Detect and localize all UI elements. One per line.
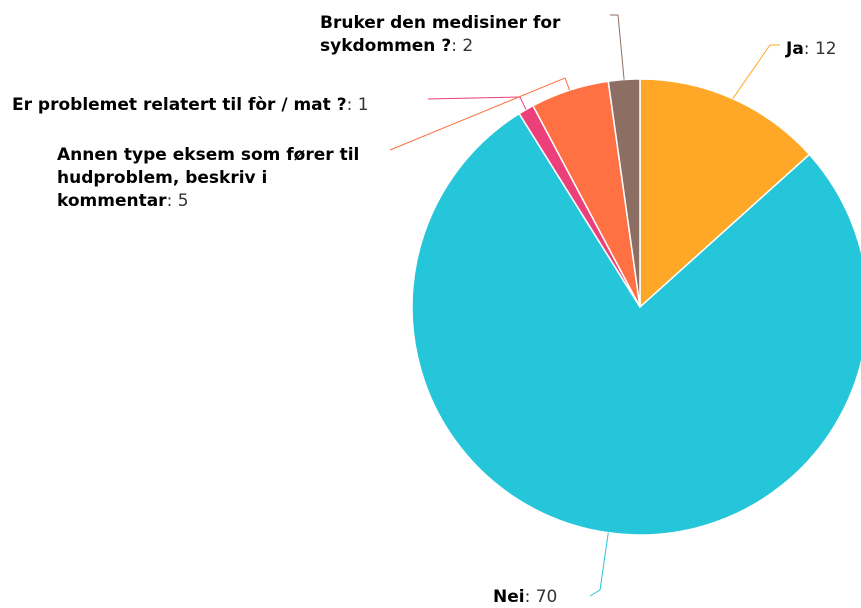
label-name: Er problemet relatert til fòr / mat ? [12,95,347,115]
label-name: Nei [493,587,525,607]
label-value: 5 [177,191,189,211]
label-separator: : [166,191,178,211]
label-name: Ja [786,39,804,59]
connector [589,532,609,597]
label-separator: : [803,39,815,59]
pie-slice [607,78,641,308]
label-value: 70 [535,587,558,607]
label-value: 12 [814,39,837,59]
label-value: 1 [357,95,369,115]
slice-label: Nei: 70 [493,586,613,608]
slice-label: Ja: 12 [786,38,861,61]
connector [389,77,571,151]
connector [732,44,780,99]
label-separator: : [451,36,463,56]
label-name: Annen type eksem som fører til hudproble… [57,145,360,211]
label-name: Bruker den medisiner for sykdommen ? [320,13,561,56]
slice-label: Annen type eksem som fører til hudproble… [57,144,377,213]
slice-label: Er problemet relatert til fòr / mat ?: 1 [12,94,432,117]
connector [610,14,625,80]
connector [427,96,527,110]
label-separator: : [346,95,358,115]
pie-slice [411,112,861,536]
slice-label: Bruker den medisiner for sykdommen ?: 2 [320,12,590,58]
label-value: 2 [462,36,474,56]
label-separator: : [524,587,536,607]
